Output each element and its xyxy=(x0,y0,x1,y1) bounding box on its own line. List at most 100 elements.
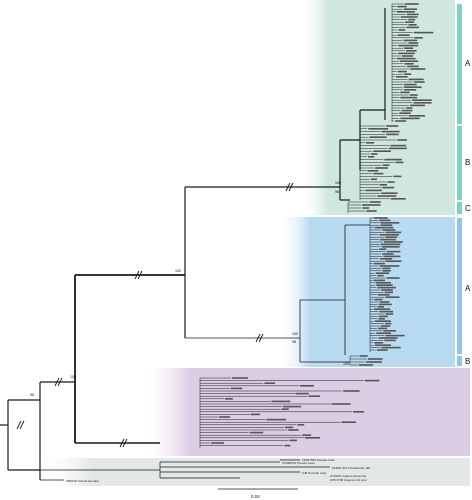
leaf-tip xyxy=(369,201,381,203)
leaf-tip xyxy=(343,390,360,392)
leaf-tip xyxy=(353,411,364,413)
leaf-tip xyxy=(404,63,414,65)
leaf-tip xyxy=(232,377,249,379)
leaf-tip xyxy=(384,241,403,243)
leaf-tip xyxy=(399,60,419,62)
leaf-tip xyxy=(386,250,401,253)
leaf-tip xyxy=(404,21,415,23)
leaf-tip xyxy=(382,270,391,272)
panel-blue-clade xyxy=(278,217,455,367)
leaf-tip xyxy=(400,117,420,120)
outgroup-label: XB6446 Ostreid amoeba xyxy=(66,479,99,483)
leaf-tip xyxy=(374,298,383,301)
leaf-tip xyxy=(282,405,302,408)
leaf-tip xyxy=(404,73,412,75)
leaf-tip xyxy=(384,158,402,161)
leaf-tip xyxy=(379,184,388,186)
leaves-blue-clade xyxy=(349,217,405,366)
leaf-tip xyxy=(365,189,382,192)
leaf-tip xyxy=(367,358,383,360)
leaf-tip xyxy=(380,325,391,327)
leaf-tip xyxy=(373,279,385,282)
clade-label-green-b: B xyxy=(465,158,470,167)
leaf-tip xyxy=(384,291,394,294)
leaf-tip xyxy=(367,170,379,172)
leaf-tip xyxy=(385,296,400,298)
leaf-tip xyxy=(409,94,418,96)
leaf-tip xyxy=(386,277,400,279)
leaf-tip xyxy=(403,47,414,49)
leaf-tip xyxy=(379,301,390,303)
leaf-tip xyxy=(398,52,415,55)
leaf-tip xyxy=(379,219,391,222)
leaf-tip xyxy=(376,332,392,334)
outgroup-branches xyxy=(40,459,330,481)
support-value: 98 xyxy=(292,340,296,344)
leaf-tip xyxy=(403,86,422,88)
clade-bar-green-a xyxy=(457,4,462,124)
leaf-tip xyxy=(379,248,387,250)
leaf-tip xyxy=(381,289,393,291)
leaf-tip xyxy=(374,344,392,346)
leaf-tip xyxy=(376,349,388,351)
leaf-tip xyxy=(383,330,397,332)
leaf-tip xyxy=(271,400,291,403)
leaf-tip xyxy=(405,50,417,52)
leaf-tip xyxy=(400,91,410,94)
clade-bar-blue-a xyxy=(457,218,462,354)
leaf-tip xyxy=(378,303,392,306)
leaf-tip xyxy=(378,318,385,320)
support-value: 98 xyxy=(30,393,34,397)
leaf-tip xyxy=(396,57,416,60)
leaf-tip xyxy=(289,439,297,442)
leaf-tip xyxy=(230,387,243,390)
leaf-tip xyxy=(374,342,384,344)
leaf-tip xyxy=(373,150,391,152)
leaf-tip xyxy=(362,204,381,206)
leaf-tip xyxy=(380,224,393,226)
leaf-tip xyxy=(377,286,396,289)
leaf-tip xyxy=(381,246,400,248)
leaf-tip xyxy=(397,70,407,73)
leaf-tip xyxy=(408,42,419,44)
leaves-purple-clade xyxy=(199,377,380,448)
leaf-tip xyxy=(400,96,418,99)
leaf-label: KX698740 Pseudo-fnote xyxy=(282,461,315,465)
leaf-tip xyxy=(304,437,321,439)
leaf-tip xyxy=(382,267,391,270)
leaf-tip xyxy=(384,339,397,342)
leaf-tip xyxy=(382,229,396,231)
leaf-tip xyxy=(224,398,233,400)
support-value: 100 xyxy=(175,269,181,273)
leaf-tip xyxy=(387,181,395,183)
leaf-tip xyxy=(404,3,419,5)
leaf-tip xyxy=(371,153,378,155)
leaf-tip xyxy=(414,81,425,83)
leaf-tip xyxy=(403,83,417,86)
leaf-tip xyxy=(408,24,417,26)
leaf-tip xyxy=(377,195,397,197)
scale-bar-label: 0.04 xyxy=(251,494,260,499)
leaf-tip xyxy=(378,315,388,318)
leaf-tip xyxy=(395,161,404,164)
leaf-tip xyxy=(402,55,413,57)
leaf-tip xyxy=(385,231,402,234)
leaf-tip xyxy=(376,284,393,286)
leaf-tip xyxy=(377,306,385,308)
leaf-tip xyxy=(396,11,415,13)
leaf-tip xyxy=(385,236,398,238)
leaf-tip xyxy=(403,39,418,42)
leaf-tip xyxy=(395,76,408,78)
leaf-tip xyxy=(367,156,375,158)
leaf-tip xyxy=(362,207,370,209)
leaf-tip xyxy=(403,8,417,10)
leaf-tip xyxy=(266,418,287,421)
leaf-tip xyxy=(408,18,416,21)
leaf-tip xyxy=(366,210,377,212)
leaf-tip xyxy=(308,395,321,397)
leaf-tip xyxy=(364,379,380,382)
leaf-tip xyxy=(373,172,384,175)
leaf-tip xyxy=(380,258,393,260)
clade-bar-green-c xyxy=(457,202,462,214)
leaf-tip xyxy=(399,112,411,114)
